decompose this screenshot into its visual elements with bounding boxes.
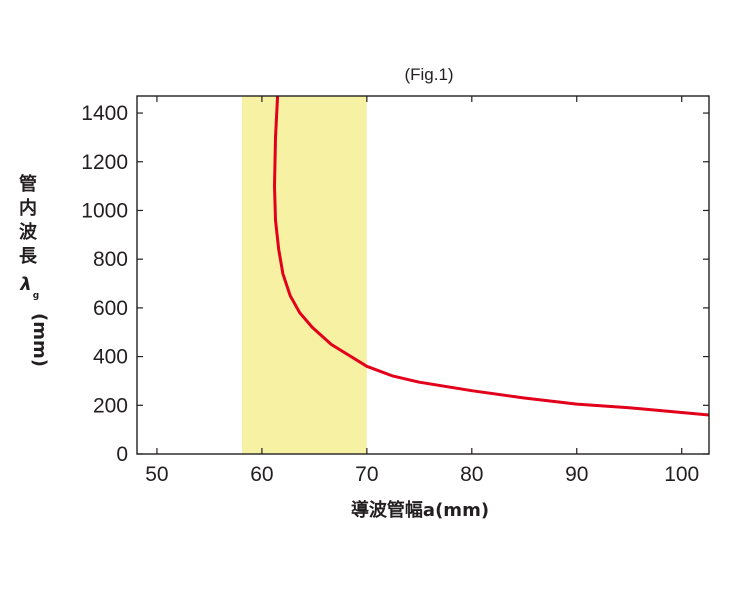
chart-title: (Fig.1) xyxy=(404,65,453,84)
y-tick-label: 600 xyxy=(93,297,128,320)
x-tick-label: 90 xyxy=(565,463,588,486)
y-axis-label-char-3: 波 xyxy=(19,221,38,243)
x-tick-label: 60 xyxy=(250,463,273,486)
y-axis-ticks: 0 200 400 600 800 1000 1200 1400 xyxy=(81,102,709,466)
x-tick-label: 50 xyxy=(145,463,168,486)
x-axis-ticks: 50 60 70 80 90 100 xyxy=(145,96,699,486)
y-tick-label: 1000 xyxy=(81,199,128,222)
y-axis-label: 管 内 波 長 λ g (mm) xyxy=(19,173,50,367)
y-tick-label: 0 xyxy=(116,443,128,466)
x-axis-label: 導波管幅a(mm) xyxy=(351,499,489,521)
y-axis-label-unit: (mm) xyxy=(29,313,50,367)
curve-group xyxy=(273,96,709,417)
y-tick-label: 800 xyxy=(93,248,128,271)
y-tick-label: 200 xyxy=(93,394,128,417)
x-tick-label: 80 xyxy=(460,463,483,486)
y-axis-label-subscript: g xyxy=(33,291,39,301)
series-line-1 xyxy=(273,96,709,417)
y-tick-label: 1200 xyxy=(81,151,128,174)
plot-area: 50 60 70 80 90 100 0 200 400 600 800 1000 1200 1400 xyxy=(81,95,710,486)
y-axis-label-char-4: 長 xyxy=(19,246,38,267)
y-axis-label-symbol: λ xyxy=(19,274,31,295)
y-axis-label-char-1: 管 xyxy=(19,173,37,195)
plot-frame xyxy=(136,95,710,455)
y-tick-label: 400 xyxy=(93,346,128,369)
y-tick-label: 1400 xyxy=(81,102,128,125)
x-tick-label: 100 xyxy=(664,463,699,486)
highlight-band xyxy=(241,96,367,454)
y-axis-label-char-2: 内 xyxy=(19,197,37,219)
x-tick-label: 70 xyxy=(355,463,378,486)
